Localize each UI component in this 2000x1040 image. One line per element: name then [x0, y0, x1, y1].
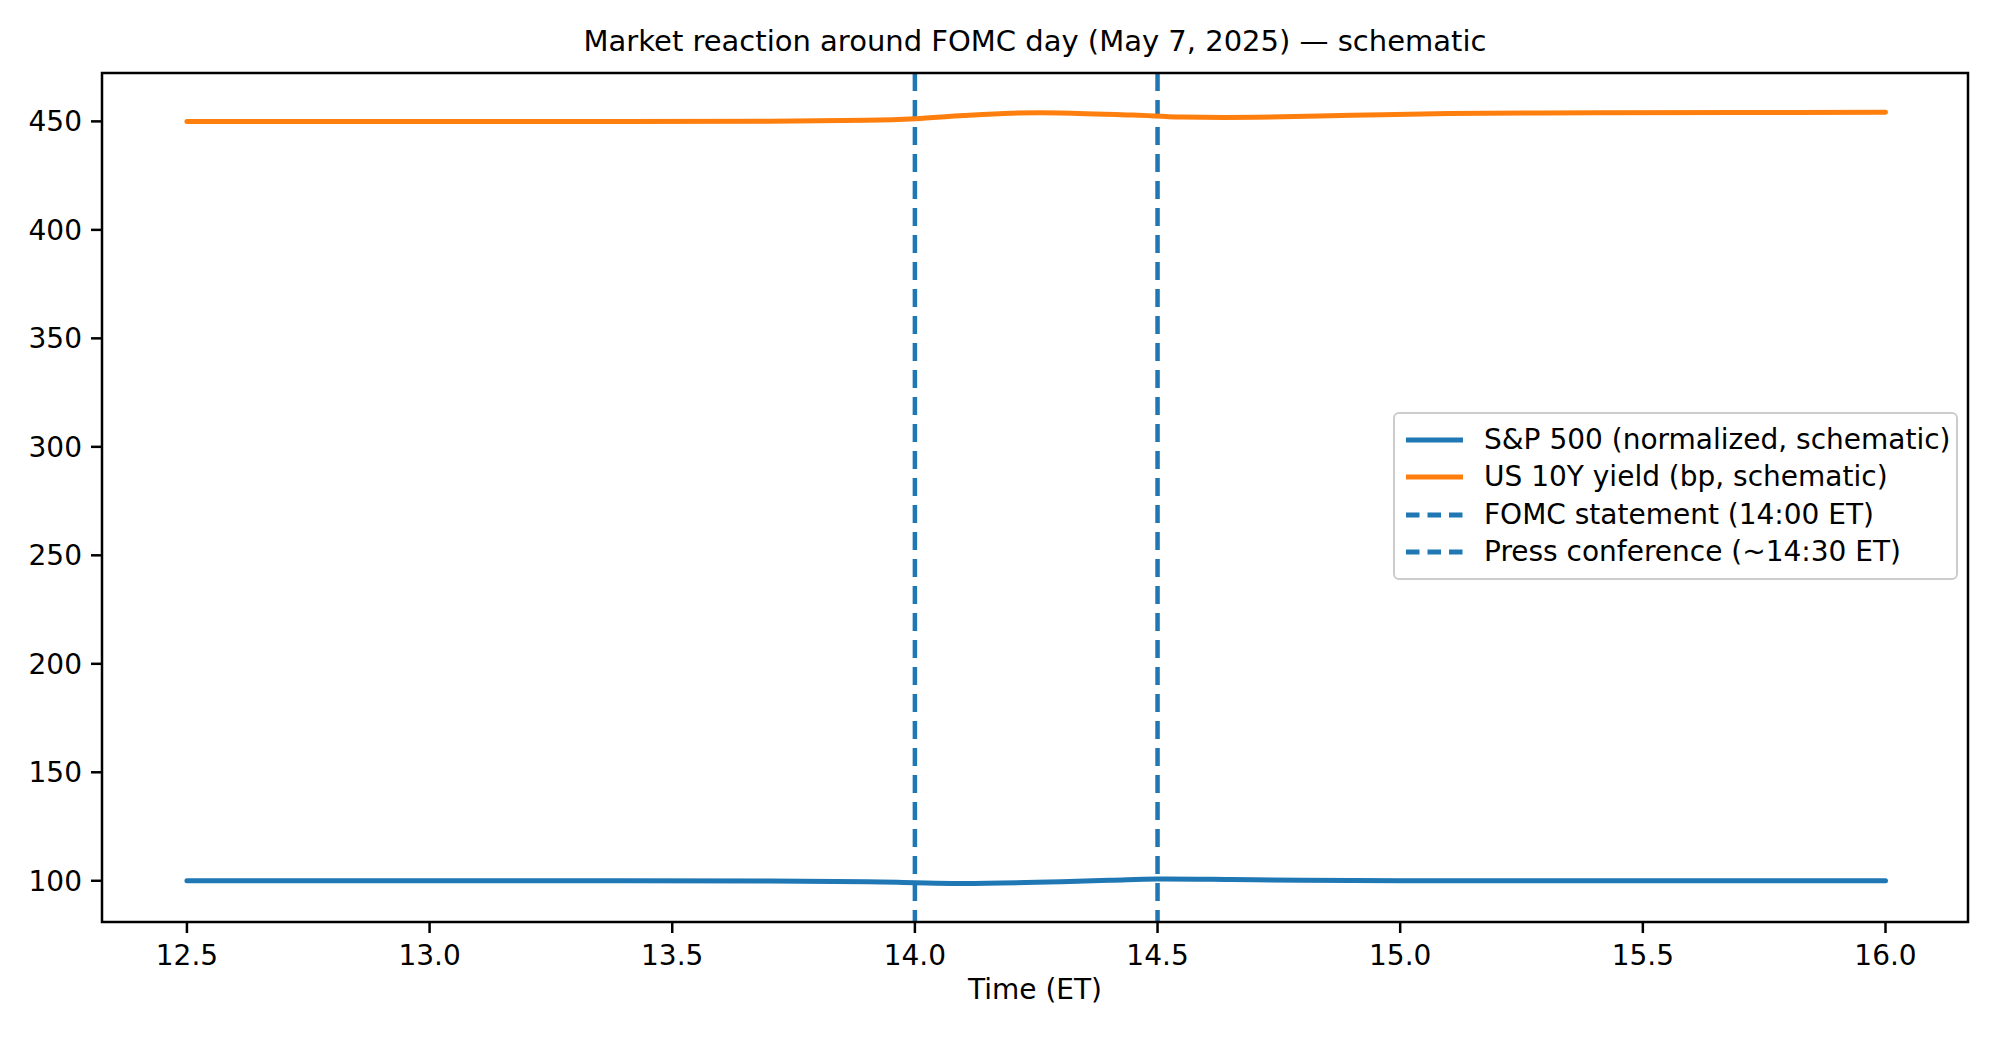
x-tick-label: 15.0: [1369, 939, 1431, 972]
y-tick-label: 150: [29, 756, 82, 789]
legend: S&P 500 (normalized, schematic) US 10Y yi…: [1393, 412, 1958, 580]
fomc-market-reaction-figure: Market reaction around FOMC day (May 7, …: [0, 0, 2000, 1040]
legend-line-sample-press-conference: [1405, 548, 1464, 556]
y-tick-label: 350: [29, 322, 82, 355]
x-tick-label: 15.5: [1612, 939, 1674, 972]
sp500-series-line: [187, 879, 1886, 883]
legend-item-us10y: US 10Y yield (bp, schematic): [1405, 459, 1956, 496]
legend-item-sp500: S&P 500 (normalized, schematic): [1405, 421, 1956, 458]
x-tick-label: 16.0: [1854, 939, 1916, 972]
legend-label-fomc-statement: FOMC statement (14:00 ET): [1484, 501, 1874, 529]
x-tick-label: 14.5: [1126, 939, 1188, 972]
y-tick-label: 100: [29, 865, 82, 898]
x-tick-label: 14.0: [884, 939, 946, 972]
legend-item-fomc-statement: FOMC statement (14:00 ET): [1405, 496, 1956, 533]
x-axis-label: Time (ET): [102, 976, 1968, 1004]
x-tick-label: 13.5: [641, 939, 703, 972]
x-tick-label: 13.0: [398, 939, 460, 972]
x-tick-label: 12.5: [156, 939, 218, 972]
y-tick-label: 200: [29, 648, 82, 681]
us10y-series-line: [187, 112, 1886, 121]
legend-item-press-conference: Press conference (~14:30 ET): [1405, 534, 1956, 571]
legend-label-sp500: S&P 500 (normalized, schematic): [1484, 426, 1951, 454]
legend-line-sample-us10y: [1405, 473, 1464, 481]
y-tick-label: 250: [29, 539, 82, 572]
y-tick-label: 400: [29, 214, 82, 247]
y-tick-label: 450: [29, 105, 82, 138]
legend-label-press-conference: Press conference (~14:30 ET): [1484, 538, 1901, 566]
legend-line-sample-sp500: [1405, 436, 1464, 444]
legend-line-sample-fomc-statement: [1405, 511, 1464, 519]
legend-label-us10y: US 10Y yield (bp, schematic): [1484, 463, 1888, 491]
y-tick-label: 300: [29, 431, 82, 464]
